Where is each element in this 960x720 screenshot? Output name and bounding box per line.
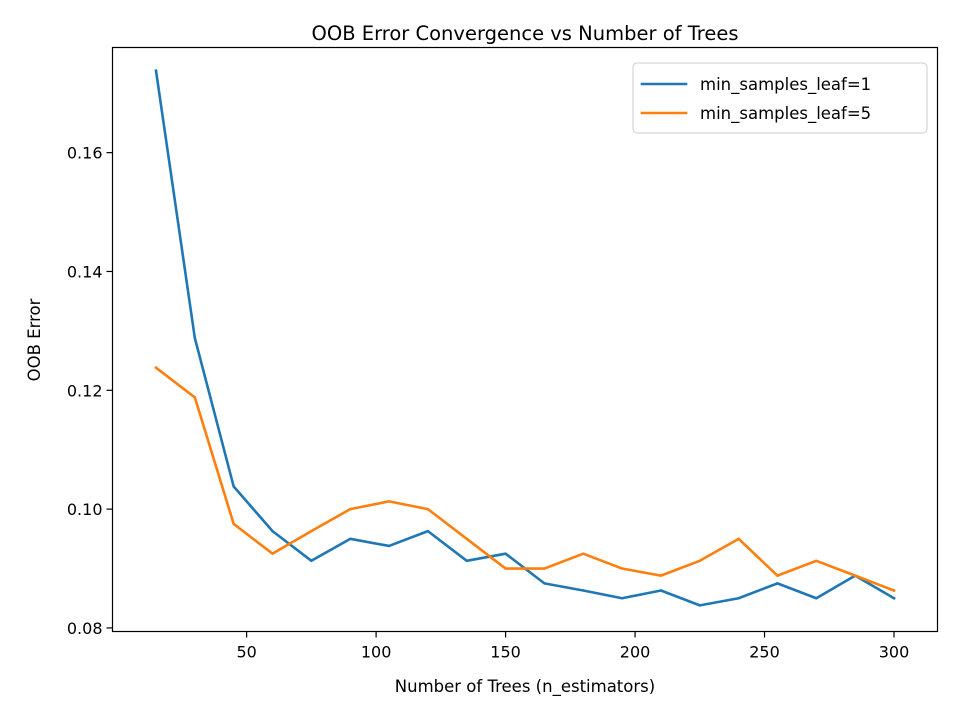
data-point: [659, 589, 663, 592]
data-point: [620, 567, 624, 570]
data-point: [349, 507, 352, 511]
data-point: [815, 597, 818, 600]
data-point: [310, 529, 313, 533]
data-point: [465, 537, 468, 541]
x-tick-label: 100: [361, 643, 392, 662]
legend-box: [632, 62, 928, 134]
data-point: [776, 582, 779, 585]
data-point: [271, 529, 274, 533]
legend-label-leaf-5: min_samples_leaf=5: [700, 104, 871, 124]
legend-label-leaf-1: min_samples_leaf=1: [700, 75, 871, 95]
x-tick-label: 150: [490, 643, 521, 662]
legend: min_samples_leaf=1 min_samples_leaf=5: [632, 62, 928, 134]
y-tick-label: 0.08: [67, 619, 103, 638]
data-point: [698, 604, 701, 607]
data-point: [776, 574, 779, 577]
data-point: [310, 559, 313, 563]
ticks-layer: 50 100 150 200 250 300 0.08 0.10 0.12 0.14 0.16: [67, 144, 909, 662]
data-point: [426, 507, 430, 511]
x-tick-label: 250: [749, 643, 780, 662]
data-point: [349, 537, 352, 541]
data-point: [193, 336, 197, 340]
data-point: [193, 396, 197, 399]
data-point: [387, 500, 391, 503]
chart-title: OOB Error Convergence vs Number of Trees: [312, 22, 739, 45]
data-point: [698, 559, 701, 563]
data-point: [426, 529, 430, 533]
data-point: [232, 485, 235, 488]
data-point: [892, 597, 896, 600]
data-point: [582, 589, 585, 592]
data-point: [504, 552, 507, 555]
y-tick-label: 0.14: [67, 262, 103, 281]
y-axis-label: OOB Error: [25, 298, 44, 381]
data-point: [504, 567, 507, 570]
data-point: [620, 597, 624, 600]
plot-frame: [111, 46, 939, 633]
data-point: [271, 552, 274, 555]
data-point: [154, 366, 158, 369]
data-point: [582, 552, 585, 555]
x-tick-label: 50: [236, 643, 256, 662]
series-line-leaf-5: [154, 365, 896, 593]
series-layer: [154, 69, 896, 607]
data-point: [737, 537, 740, 541]
y-tick-label: 0.10: [67, 500, 103, 519]
y-tick-label: 0.16: [67, 144, 103, 163]
y-tick-label: 0.12: [67, 381, 103, 400]
data-point: [387, 544, 391, 548]
x-tick-label: 300: [879, 643, 910, 662]
data-point: [659, 574, 663, 577]
data-point: [154, 69, 158, 72]
data-point: [892, 589, 896, 592]
data-point: [737, 597, 740, 600]
data-point: [232, 522, 235, 526]
x-axis-label: Number of Trees (n_estimators): [395, 677, 655, 697]
data-point: [815, 559, 818, 563]
x-tick-label: 200: [620, 643, 651, 662]
data-point: [465, 559, 468, 563]
data-point: [543, 567, 546, 570]
data-point: [853, 574, 857, 577]
data-point: [543, 582, 546, 585]
